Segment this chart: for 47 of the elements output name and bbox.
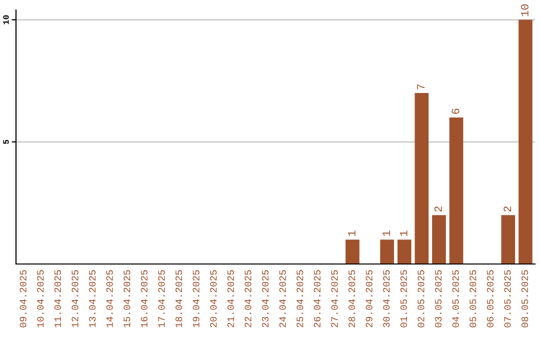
x-tick-label: 29.04.2025 [366, 270, 372, 328]
bar [432, 215, 446, 264]
x-tick-label: 21.04.2025 [227, 270, 234, 328]
x-tick-label: 28.04.2025 [348, 270, 356, 328]
x-tick-label: 01.05.2025 [400, 270, 407, 328]
y-tick-label: 5 [3, 140, 9, 144]
x-tick-label: 17.04.2025 [158, 270, 165, 328]
x-tick-label: 20.04.2025 [210, 270, 217, 328]
x-tick-label: 07.05.2025 [504, 270, 511, 328]
x-tick-label: 14.04.2025 [106, 270, 113, 328]
x-tick-label: 12.04.2025 [72, 270, 78, 328]
bar [397, 240, 412, 264]
x-tick-label: 08.05.2025 [521, 270, 528, 328]
data-label: 1 [348, 230, 356, 236]
x-tick-label: 23.04.2025 [262, 270, 269, 328]
data-label: 1 [400, 230, 408, 236]
bar [380, 240, 394, 264]
x-tick-label: 02.05.2025 [418, 270, 424, 328]
x-tick-label: 10.04.2025 [37, 270, 44, 328]
bar [414, 93, 429, 264]
bar [501, 215, 516, 264]
x-tick-label: 24.04.2025 [279, 270, 286, 328]
x-tick-label: 16.04.2025 [140, 270, 148, 328]
data-label: 10 [520, 4, 528, 16]
data-label: 6 [452, 108, 460, 114]
x-tick-label: 18.04.2025 [175, 270, 182, 328]
x-tick-label: 04.05.2025 [452, 270, 459, 328]
data-label: 2 [504, 206, 512, 212]
data-label: 7 [417, 84, 425, 90]
x-tick-label: 27.04.2025 [331, 270, 338, 328]
bar [346, 240, 360, 264]
x-tick-label: 13.04.2025 [88, 270, 96, 328]
x-tick-label: 11.04.2025 [54, 270, 61, 328]
x-tick-label: 22.04.2025 [244, 270, 252, 328]
x-tick-label: 05.05.2025 [470, 270, 476, 328]
data-label: 1 [382, 230, 390, 236]
x-tick-label: 06.05.2025 [486, 270, 494, 328]
data-label: 2 [434, 206, 442, 212]
x-tick-label: 26.04.2025 [314, 270, 320, 328]
x-tick-label: 30.04.2025 [383, 270, 390, 328]
x-tick-label: 09.04.2025 [20, 270, 26, 328]
x-tick-label: 03.05.2025 [434, 270, 442, 328]
x-tick-label: 15.04.2025 [124, 270, 130, 328]
x-tick-label: 19.04.2025 [192, 270, 200, 328]
bar [518, 20, 532, 264]
bar [449, 117, 464, 264]
x-tick-label: 25.04.2025 [296, 270, 304, 328]
